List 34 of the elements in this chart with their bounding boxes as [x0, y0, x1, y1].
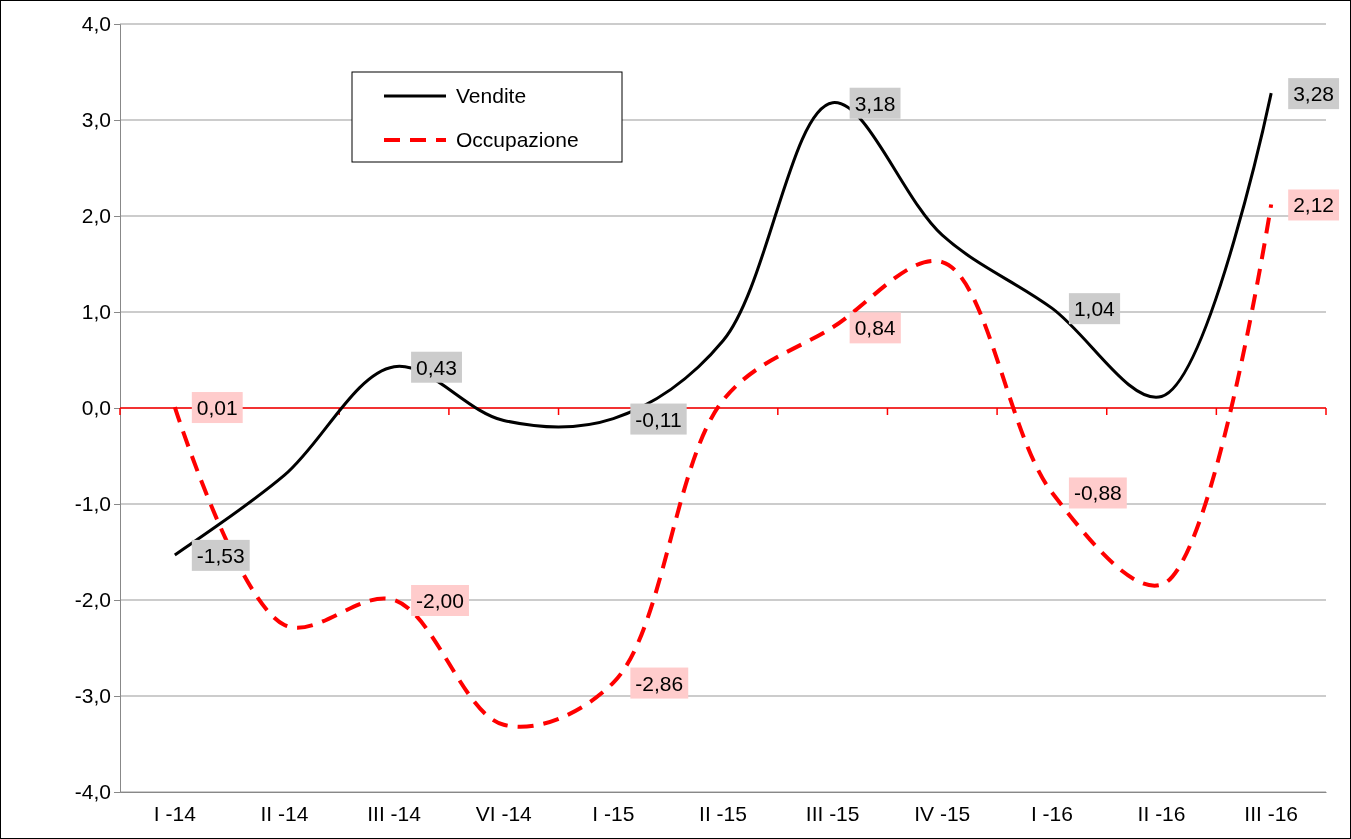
data-label: 0,84 — [854, 316, 896, 340]
x-tick-label: I -15 — [592, 801, 635, 825]
legend-label: Occupazione — [456, 128, 579, 151]
y-tick-label: 1,0 — [81, 300, 111, 324]
y-tick-label: -3,0 — [74, 684, 111, 708]
data-label: 2,12 — [1293, 193, 1335, 217]
y-tick-label: 4,0 — [81, 12, 111, 36]
data-label: 3,18 — [854, 91, 896, 115]
x-tick-label: II -15 — [699, 801, 747, 825]
x-tick-label: VI -14 — [475, 801, 533, 825]
data-label: -0,11 — [635, 407, 682, 431]
x-tick-label: III -14 — [367, 801, 422, 825]
data-label: 1,04 — [1073, 297, 1116, 321]
y-tick-label: 2,0 — [81, 204, 111, 228]
data-label: -0,88 — [1073, 481, 1122, 505]
data-label: -2,00 — [416, 589, 464, 612]
data-label: -1,53 — [196, 543, 245, 567]
x-tick-label: II -16 — [1137, 801, 1186, 825]
data-label: 0,01 — [196, 396, 238, 420]
data-label: 3,28 — [1293, 82, 1335, 106]
y-tick-label: -2,0 — [74, 588, 111, 612]
legend-label: Vendite — [456, 84, 527, 107]
x-tick-label: IV -15 — [914, 801, 971, 825]
y-tick-label: -1,0 — [74, 492, 111, 516]
data-label: 0,43 — [416, 355, 457, 379]
x-tick-label: I -16 — [1030, 801, 1073, 825]
y-tick-label: 3,0 — [81, 108, 111, 132]
x-tick-label: I -14 — [153, 801, 197, 825]
x-tick-label: III -15 — [805, 801, 860, 825]
y-tick-label: -4,0 — [74, 780, 111, 804]
x-tick-label: III -16 — [1244, 801, 1299, 825]
data-label: -2,86 — [635, 671, 684, 695]
y-tick-label: 0,0 — [81, 396, 111, 420]
x-tick-label: II -14 — [260, 801, 309, 825]
